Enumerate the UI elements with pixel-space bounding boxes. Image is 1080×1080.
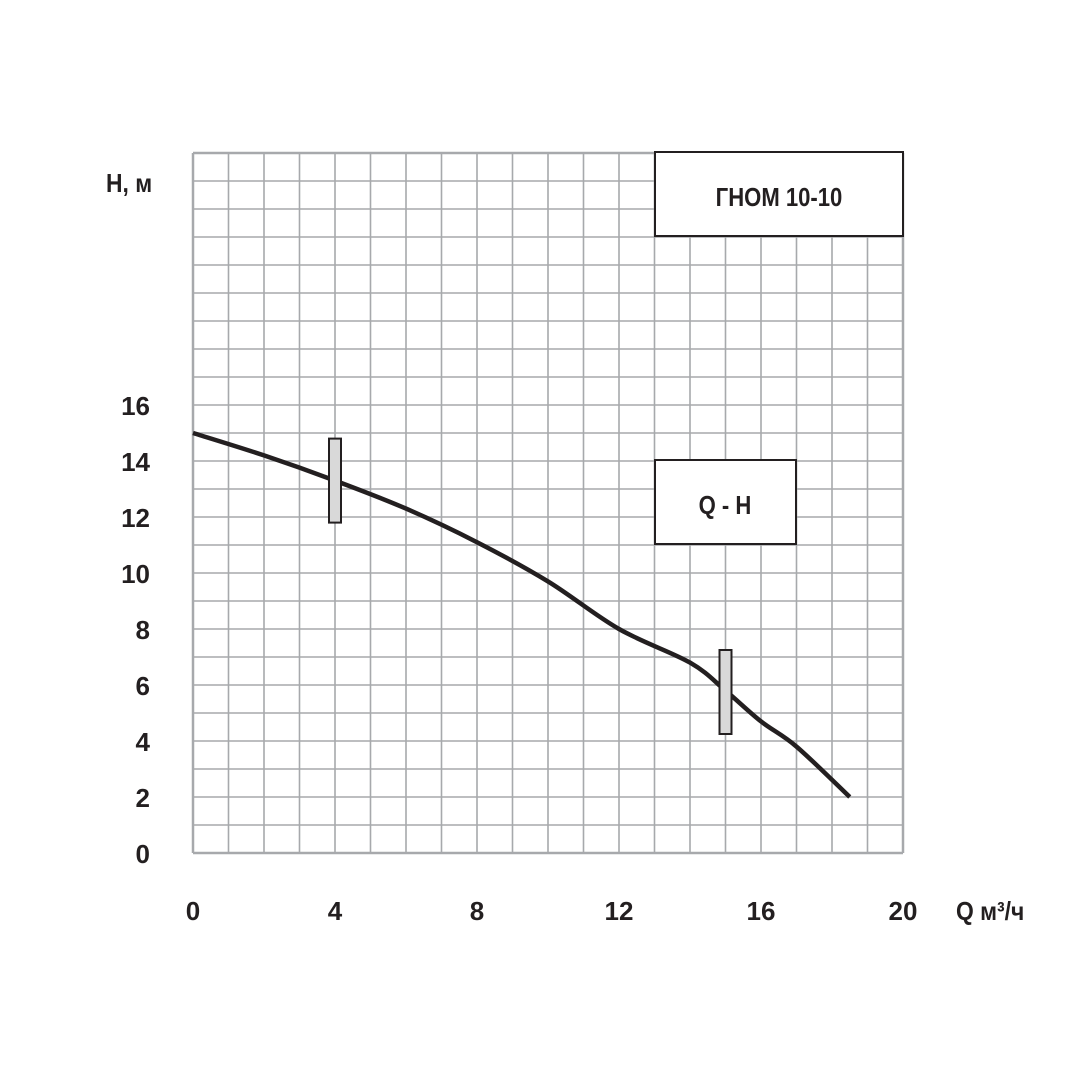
operating-range-markers	[328, 437, 733, 735]
x-tick-label: 12	[605, 896, 634, 926]
qh-curve	[192, 430, 852, 799]
y-tick-label: 8	[136, 615, 150, 645]
x-tick-label: 16	[747, 896, 776, 926]
x-tick-labels: 0 4 8 12 16 20	[186, 896, 918, 926]
y-tick-label: 16	[121, 391, 150, 421]
chart-title: ГНОМ 10-10	[716, 183, 843, 212]
y-tick-label: 12	[121, 503, 150, 533]
x-tick-label: 4	[328, 896, 343, 926]
x-tick-label: 20	[889, 896, 918, 926]
y-tick-label: 6	[136, 671, 150, 701]
y-tick-label: 2	[136, 783, 150, 813]
legend-box	[654, 459, 797, 545]
y-tick-label: 14	[121, 447, 150, 477]
y-tick-label: 0	[136, 839, 150, 869]
x-tick-label: 8	[470, 896, 484, 926]
x-axis-label: Q м³/ч	[956, 898, 1024, 927]
y-tick-label: 4	[136, 727, 151, 757]
legend-label: Q - H	[699, 491, 752, 520]
operating-range-marker	[718, 649, 733, 735]
x-tick-label: 0	[186, 896, 200, 926]
y-tick-labels: 0 2 4 6 8 10 12 14 16	[121, 391, 150, 869]
title-box	[654, 151, 904, 237]
y-tick-label: 10	[121, 559, 150, 589]
y-axis-label: H, м	[106, 170, 152, 199]
operating-range-marker	[328, 437, 342, 524]
